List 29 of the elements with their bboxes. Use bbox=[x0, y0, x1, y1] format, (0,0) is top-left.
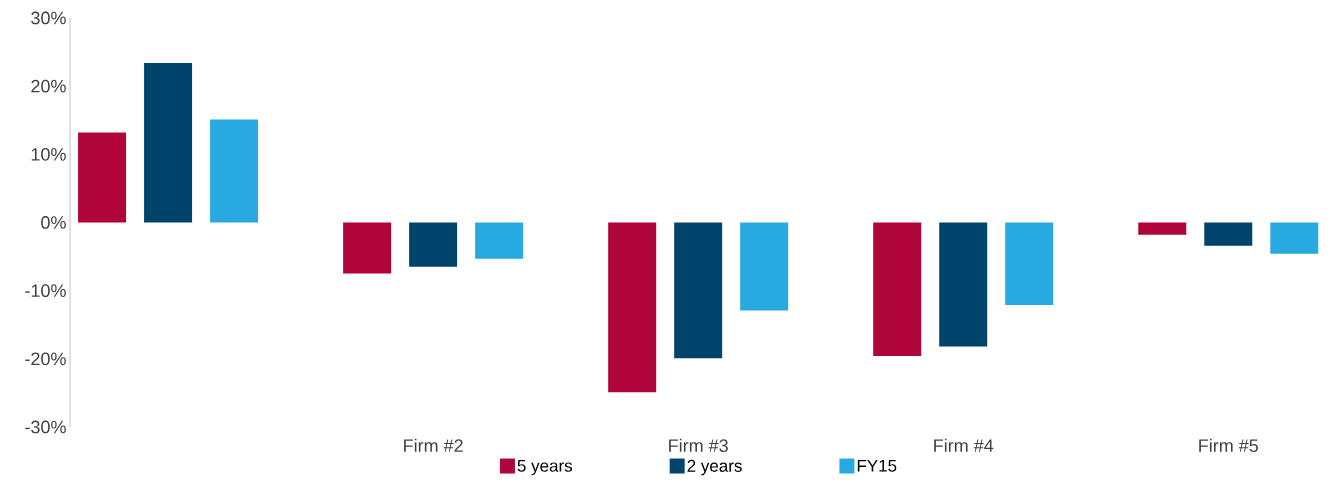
legend-label: 5 years bbox=[517, 459, 573, 476]
bar bbox=[1270, 222, 1319, 254]
bar bbox=[78, 132, 127, 223]
bar bbox=[608, 222, 657, 393]
bar bbox=[1005, 222, 1054, 305]
y-tick-label: 30% bbox=[31, 11, 66, 25]
bar bbox=[740, 222, 789, 311]
bar bbox=[144, 62, 193, 223]
y-tick-label: 0% bbox=[41, 216, 66, 229]
bar bbox=[674, 222, 723, 359]
x-tick-label: Firm #3 bbox=[669, 438, 728, 453]
bar bbox=[475, 222, 524, 259]
bar bbox=[1138, 222, 1187, 235]
x-tick-label: Firm #2 bbox=[404, 438, 463, 452]
bar bbox=[1204, 222, 1253, 246]
y-tick-label: -10% bbox=[25, 284, 66, 298]
bar bbox=[939, 222, 988, 347]
bar bbox=[873, 222, 922, 357]
legend-label: FY15 bbox=[857, 459, 897, 472]
x-tick-label: Firm #4 bbox=[934, 438, 994, 452]
bar bbox=[409, 222, 458, 267]
bar bbox=[343, 222, 392, 274]
y-tick-label: -20% bbox=[25, 352, 66, 366]
y-tick-label: -30% bbox=[25, 420, 66, 434]
y-tick-label: 20% bbox=[31, 79, 66, 93]
bar bbox=[210, 119, 259, 223]
x-tick-label: Firm #5 bbox=[1199, 438, 1258, 453]
legend-label: 2 years bbox=[687, 459, 742, 476]
y-tick-label: 10% bbox=[31, 147, 66, 161]
